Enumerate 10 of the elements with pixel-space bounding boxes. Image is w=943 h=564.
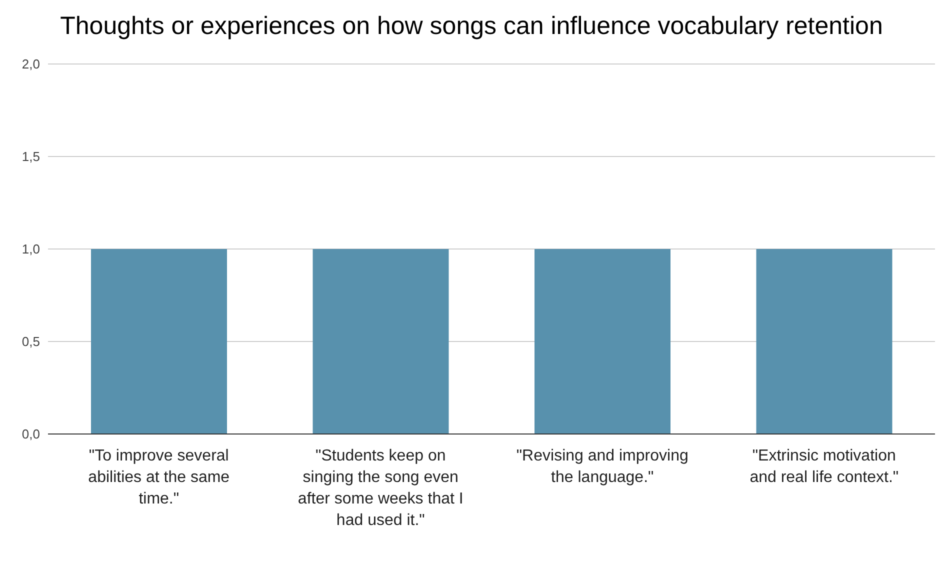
x-tick-label: "Revising and improving the language."	[516, 447, 688, 486]
y-tick-label: 1,0	[22, 242, 40, 257]
chart-title: Thoughts or experiences on how songs can influence vocabulary retention	[59, 11, 884, 42]
x-tick-label: "To improve several abilities at the same time."	[88, 447, 230, 508]
y-tick-label: 0,0	[22, 426, 40, 442]
y-tick-label: 0,5	[22, 334, 40, 350]
x-tick-label: "Students keep on singing the song even after some weeks that I had used it."	[298, 447, 464, 530]
x-tick-label: "Extrinsic motivation and real life context."	[750, 447, 899, 486]
y-tick-label: 2,0	[22, 56, 40, 72]
y-tick-label: 1,5	[22, 149, 40, 164]
